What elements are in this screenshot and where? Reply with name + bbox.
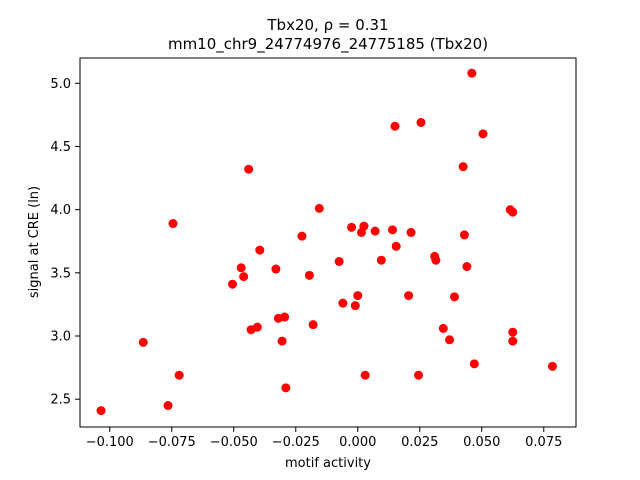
x-tick-label: 0.050 bbox=[463, 435, 500, 450]
data-point bbox=[244, 164, 254, 174]
data-point bbox=[508, 336, 518, 346]
data-point bbox=[228, 279, 238, 289]
data-point bbox=[478, 129, 488, 139]
y-tick-label: 3.0 bbox=[50, 330, 71, 345]
data-points bbox=[96, 68, 557, 416]
x-tick-label: −0.100 bbox=[86, 435, 134, 450]
data-point bbox=[168, 219, 178, 229]
y-axis-label: signal at CRE (ln) bbox=[27, 186, 42, 298]
data-point bbox=[163, 401, 173, 411]
y-axis-ticks: 2.5 3.0 3.5 4.0 4.5 5.0 bbox=[50, 77, 80, 408]
data-point bbox=[360, 370, 370, 380]
data-point bbox=[297, 231, 307, 241]
data-point bbox=[445, 335, 455, 345]
data-point bbox=[255, 245, 265, 255]
data-point bbox=[376, 255, 386, 265]
data-point bbox=[458, 162, 468, 172]
data-point bbox=[370, 226, 380, 236]
x-tick-label: 0.000 bbox=[339, 435, 376, 450]
data-point bbox=[431, 255, 441, 265]
data-point bbox=[239, 272, 249, 282]
data-point bbox=[281, 383, 291, 393]
data-point bbox=[347, 222, 357, 232]
data-point bbox=[459, 230, 469, 240]
x-tick-label: 0.075 bbox=[525, 435, 562, 450]
data-point bbox=[174, 370, 184, 380]
data-point bbox=[387, 225, 397, 235]
data-point bbox=[438, 323, 448, 333]
data-point bbox=[277, 336, 287, 346]
x-tick-label: −0.050 bbox=[210, 435, 258, 450]
y-tick-label: 2.5 bbox=[50, 393, 71, 408]
data-point bbox=[308, 320, 318, 330]
data-point bbox=[391, 241, 401, 251]
data-point bbox=[350, 301, 360, 311]
data-point bbox=[280, 312, 290, 322]
data-point bbox=[353, 291, 363, 301]
data-point bbox=[96, 406, 106, 416]
x-axis-ticks: −0.100 −0.075 −0.050 −0.025 0.000 0.025 0.050 0… bbox=[86, 427, 562, 450]
data-point bbox=[404, 291, 414, 301]
data-point bbox=[414, 370, 424, 380]
data-point bbox=[467, 68, 477, 78]
data-point bbox=[252, 322, 262, 332]
data-point bbox=[236, 263, 246, 273]
data-point bbox=[314, 203, 324, 213]
chart-title-line2: mm10_chr9_24774976_24775185 (Tbx20) bbox=[168, 35, 488, 54]
y-tick-label: 4.0 bbox=[50, 203, 71, 218]
data-point bbox=[138, 337, 148, 347]
data-point bbox=[304, 270, 314, 280]
data-point bbox=[469, 359, 479, 369]
plot-area bbox=[80, 58, 576, 427]
data-point bbox=[271, 264, 281, 274]
data-point bbox=[338, 298, 348, 308]
data-point bbox=[508, 327, 518, 337]
x-tick-label: 0.025 bbox=[401, 435, 438, 450]
data-point bbox=[449, 292, 459, 302]
data-point bbox=[462, 262, 472, 272]
data-point bbox=[390, 121, 400, 131]
x-axis-label: motif activity bbox=[285, 456, 371, 471]
data-point bbox=[508, 207, 518, 217]
y-tick-label: 4.5 bbox=[50, 140, 71, 155]
x-tick-label: −0.075 bbox=[148, 435, 196, 450]
x-tick-label: −0.025 bbox=[272, 435, 320, 450]
data-point bbox=[406, 227, 416, 237]
y-tick-label: 3.5 bbox=[50, 266, 71, 281]
chart-title-line1: Tbx20, ρ = 0.31 bbox=[266, 16, 388, 34]
data-point bbox=[416, 117, 426, 127]
data-point bbox=[547, 361, 557, 371]
data-point bbox=[334, 256, 344, 266]
data-point bbox=[359, 221, 369, 231]
y-tick-label: 5.0 bbox=[50, 77, 71, 92]
plot-frame bbox=[79, 57, 577, 428]
